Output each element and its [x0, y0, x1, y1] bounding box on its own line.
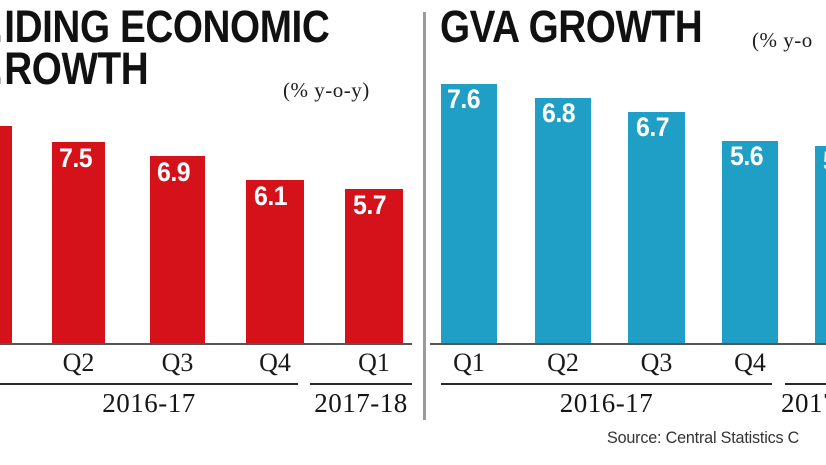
right-chart-axis — [430, 343, 826, 345]
right-chart-title: GVA GROWTH — [440, 1, 703, 52]
panel-divider — [423, 12, 426, 420]
bar-value-left-3: 6.9 — [157, 157, 191, 187]
left-cat-label-q4: Q4 — [259, 348, 291, 377]
right-period-label-2017-18: 2017 — [781, 388, 826, 418]
right-cat-label-q1: Q1 — [453, 348, 485, 377]
bar-left-5 — [345, 189, 403, 345]
bar-right-5 — [815, 146, 826, 345]
bar-right-3 — [628, 112, 685, 345]
bar-left-1 — [0, 126, 12, 345]
left-chart-unit-label: (% y-o-y) — [283, 78, 370, 102]
bar-right-2 — [535, 98, 591, 345]
left-chart-plot-area: 7.5 6.9 6.1 5.7 — [0, 0, 412, 345]
left-chart-panel: …IDING ECONOMIC …ROWTH (% y-o-y) 7.5 6.9… — [0, 0, 412, 418]
bar-left-3 — [150, 156, 205, 345]
left-chart-axis — [0, 343, 412, 345]
left-cat-label-q2: Q2 — [62, 348, 95, 377]
bar-left-4 — [246, 180, 304, 345]
bar-value-right-4: 5.6 — [730, 141, 764, 171]
right-period-rule-2017-18 — [785, 383, 826, 385]
bar-value-right-1: 7.6 — [447, 84, 481, 114]
right-chart-plot-area: 7.6 6.8 6.7 5.6 5 — [430, 0, 826, 345]
source-note: Source: Central Statistics C — [607, 428, 800, 447]
bar-left-2 — [52, 142, 105, 345]
right-cat-label-q3: Q3 — [640, 348, 673, 377]
left-chart-title: …IDING ECONOMIC …ROWTH — [0, 1, 330, 95]
right-period-rule-2016-17 — [441, 383, 772, 385]
bar-right-4 — [722, 141, 778, 345]
bar-value-right-2: 6.8 — [542, 98, 576, 128]
bar-value-left-4: 6.1 — [254, 181, 288, 211]
left-period-rule-2017-18 — [310, 383, 412, 385]
bar-value-left-5: 5.7 — [353, 190, 387, 220]
left-period-label-2017-18: 2017-18 — [314, 388, 408, 418]
right-chart-unit-label: (% y-o — [752, 28, 813, 52]
right-cat-label-q4: Q4 — [734, 348, 766, 377]
left-period-rule-2016-17 — [0, 383, 298, 385]
left-cat-label-q1-2017: Q1 — [358, 348, 390, 377]
bar-right-1 — [441, 84, 497, 345]
left-period-label-2016-17: 2016-17 — [102, 388, 196, 418]
bar-value-right-3: 6.7 — [636, 112, 670, 142]
right-period-label-2016-17: 2016-17 — [559, 388, 654, 418]
bar-value-right-5: 5 — [823, 148, 826, 175]
bar-value-left-2: 7.5 — [59, 143, 93, 173]
left-cat-label-q3: Q3 — [161, 348, 194, 377]
right-cat-label-q2: Q2 — [547, 348, 579, 377]
